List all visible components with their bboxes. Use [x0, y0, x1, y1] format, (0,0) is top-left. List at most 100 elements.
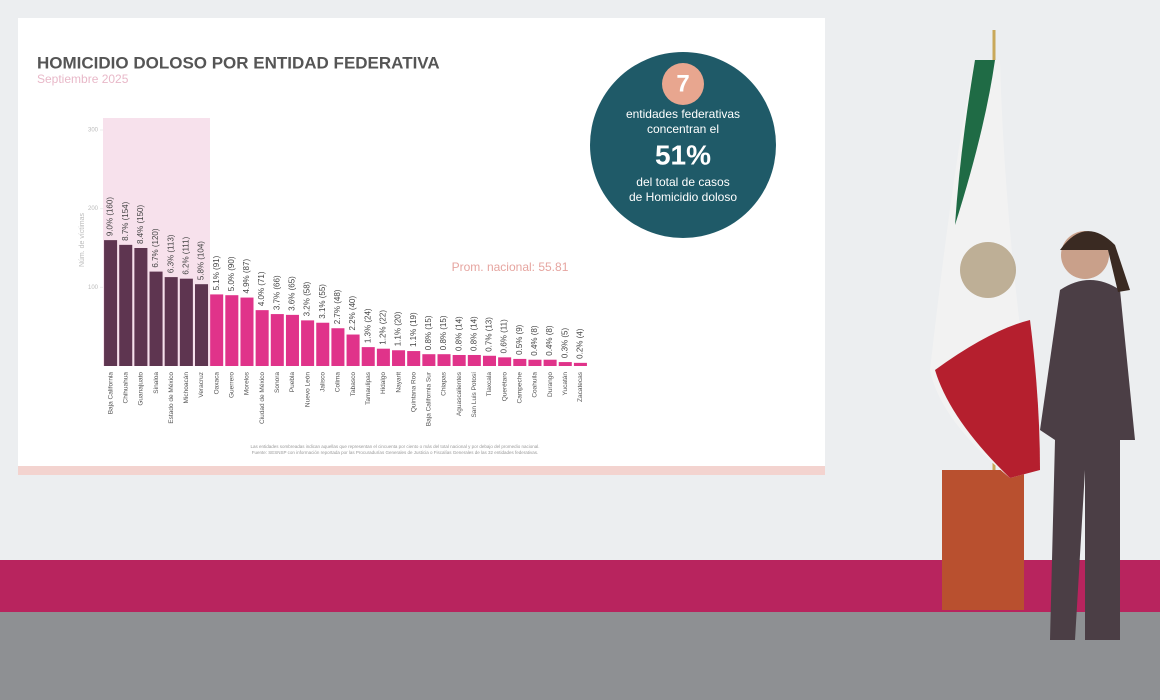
value-label: 5.0% (90) — [227, 256, 236, 291]
bar — [240, 297, 254, 366]
screen-band — [18, 466, 825, 475]
value-label: 1.3% (24) — [363, 308, 372, 343]
bar — [164, 277, 178, 366]
floor — [0, 612, 1160, 700]
value-label: 1.1% (19) — [409, 312, 418, 347]
y-tick-label: 300 — [88, 128, 99, 134]
x-tick-label: Guanajuato — [138, 372, 145, 406]
x-tick-label: Ciudad de México — [259, 372, 266, 424]
flag-emblem — [960, 242, 1016, 298]
bar — [225, 295, 239, 366]
callout-text: de Homicidio doloso — [629, 190, 737, 204]
x-tick-label: Baja California Sur — [426, 371, 433, 426]
bar — [270, 314, 284, 366]
bar — [392, 350, 406, 366]
x-tick-label: Yucatán — [562, 372, 569, 396]
bar — [376, 348, 390, 366]
callout-text: entidades federativas — [626, 107, 740, 121]
value-label: 3.6% (65) — [288, 276, 297, 311]
footnote: Las entidades sombreadas indican aquella… — [251, 444, 540, 449]
x-tick-label: Puebla — [289, 372, 296, 393]
value-label: 0.8% (15) — [439, 315, 448, 350]
x-tick-label: Querétaro — [501, 372, 508, 402]
bar — [528, 359, 542, 366]
value-label: 0.4% (8) — [545, 325, 554, 356]
bar — [285, 314, 299, 366]
value-label: 1.1% (20) — [394, 311, 403, 346]
person-hair — [1060, 231, 1130, 292]
chart-subtitle: Septiembre 2025 — [37, 72, 129, 86]
average-label: Prom. nacional: 55.81 — [452, 260, 569, 274]
value-label: 0.2% (4) — [576, 328, 585, 359]
bar — [498, 357, 512, 366]
bar — [331, 328, 345, 366]
bar — [119, 244, 133, 366]
callout-text: concentran el — [647, 122, 719, 136]
value-label: 1.2% (22) — [379, 310, 388, 345]
value-label: 6.3% (113) — [166, 234, 175, 273]
value-label: 0.7% (13) — [485, 317, 494, 352]
x-tick-label: Guerrero — [229, 372, 236, 398]
value-label: 0.6% (11) — [500, 319, 509, 353]
x-tick-label: Durango — [547, 372, 554, 397]
x-tick-label: Tamaulipas — [365, 371, 372, 405]
value-label: 0.3% (5) — [560, 327, 569, 358]
value-label: 3.1% (55) — [318, 284, 327, 319]
callout-badge — [662, 63, 704, 105]
x-tick-label: Coahuila — [532, 372, 539, 398]
value-label: 2.7% (48) — [333, 289, 342, 324]
person — [1040, 280, 1135, 640]
x-tick-label: Veracruz — [198, 372, 205, 398]
bar — [104, 240, 118, 366]
bar — [179, 278, 193, 366]
value-label: 0.8% (14) — [454, 316, 463, 351]
value-label: 9.0% (160) — [106, 197, 115, 236]
bar — [210, 294, 224, 366]
value-label: 8.4% (150) — [136, 205, 145, 244]
value-label: 0.4% (8) — [530, 325, 539, 356]
bar — [573, 362, 587, 366]
x-tick-label: Nuevo León — [304, 372, 311, 407]
bar — [437, 354, 451, 366]
x-tick-label: Chiapas — [441, 371, 448, 396]
x-tick-label: Jalisco — [319, 372, 326, 392]
bar — [513, 358, 527, 366]
x-tick-label: Colima — [335, 372, 342, 393]
bar — [407, 351, 421, 366]
callout-percent: 51% — [655, 139, 711, 170]
value-label: 6.2% (111) — [181, 236, 190, 274]
bar — [482, 355, 497, 366]
bar — [452, 354, 466, 366]
callout-circle — [590, 52, 776, 238]
value-label: 5.8% (104) — [197, 241, 206, 280]
value-label: 0.8% (15) — [424, 315, 433, 350]
x-tick-label: Hidalgo — [380, 372, 387, 394]
y-axis-label: Núm. de víctimas — [79, 212, 86, 267]
flag-green — [955, 60, 995, 225]
x-tick-label: Tabasco — [350, 372, 357, 397]
bar — [255, 310, 269, 366]
x-tick-label: Campeche — [517, 372, 524, 404]
x-tick-label: Quintana Roo — [410, 372, 417, 412]
bar — [149, 271, 163, 366]
bar — [316, 322, 330, 366]
x-tick-label: Sonora — [274, 372, 281, 393]
value-label: 8.7% (154) — [121, 201, 130, 240]
bar — [467, 354, 481, 366]
x-tick-label: Estado de México — [168, 372, 175, 424]
bar — [543, 359, 557, 366]
x-tick-label: Morelos — [244, 371, 251, 395]
bar — [346, 334, 360, 366]
x-tick-label: Baja California — [107, 372, 114, 415]
callout-number: 7 — [676, 70, 689, 97]
bar — [361, 347, 375, 366]
value-label: 4.0% (71) — [257, 271, 266, 306]
bar — [558, 362, 572, 366]
flag-red — [935, 320, 1040, 478]
value-label: 2.2% (40) — [348, 296, 357, 331]
x-tick-label: San Luis Potosí — [471, 372, 478, 418]
x-tick-label: Nayarit — [395, 372, 402, 393]
y-tick-label: 100 — [88, 285, 99, 291]
value-label: 3.7% (66) — [272, 275, 281, 310]
